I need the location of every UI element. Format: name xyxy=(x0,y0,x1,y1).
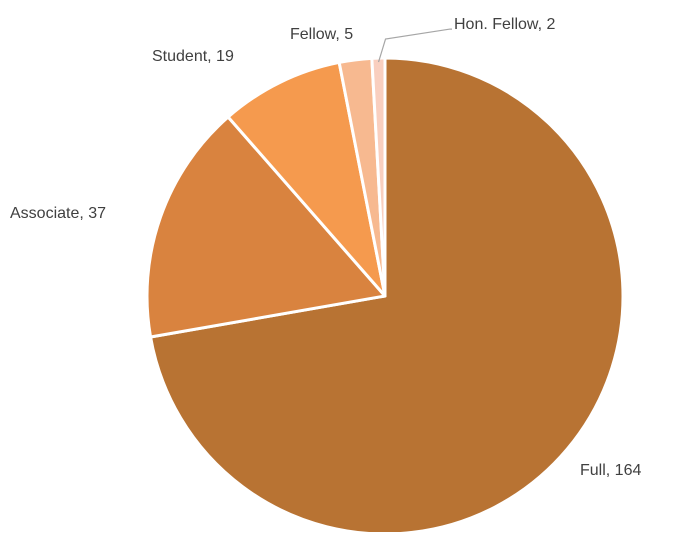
pie-slice-full xyxy=(149,56,625,536)
pie-slices xyxy=(145,56,625,536)
data-label-fellow: Fellow, 5 xyxy=(290,26,353,43)
pie-slice-hon-fellow xyxy=(370,56,387,298)
data-label-associate: Associate, 37 xyxy=(10,205,106,222)
data-label-full: Full, 164 xyxy=(580,462,641,479)
data-label-hon-fellow: Hon. Fellow, 2 xyxy=(454,16,555,33)
data-label-student: Student, 19 xyxy=(152,48,234,65)
leader-lines xyxy=(377,28,452,63)
data-labels: Full, 164 Associate, 37 Student, 19 Fellow,… xyxy=(10,16,641,479)
pie-slice-associate xyxy=(145,115,387,339)
pie-slice-student xyxy=(226,60,387,298)
leader-line-hon-fellow xyxy=(377,28,452,63)
